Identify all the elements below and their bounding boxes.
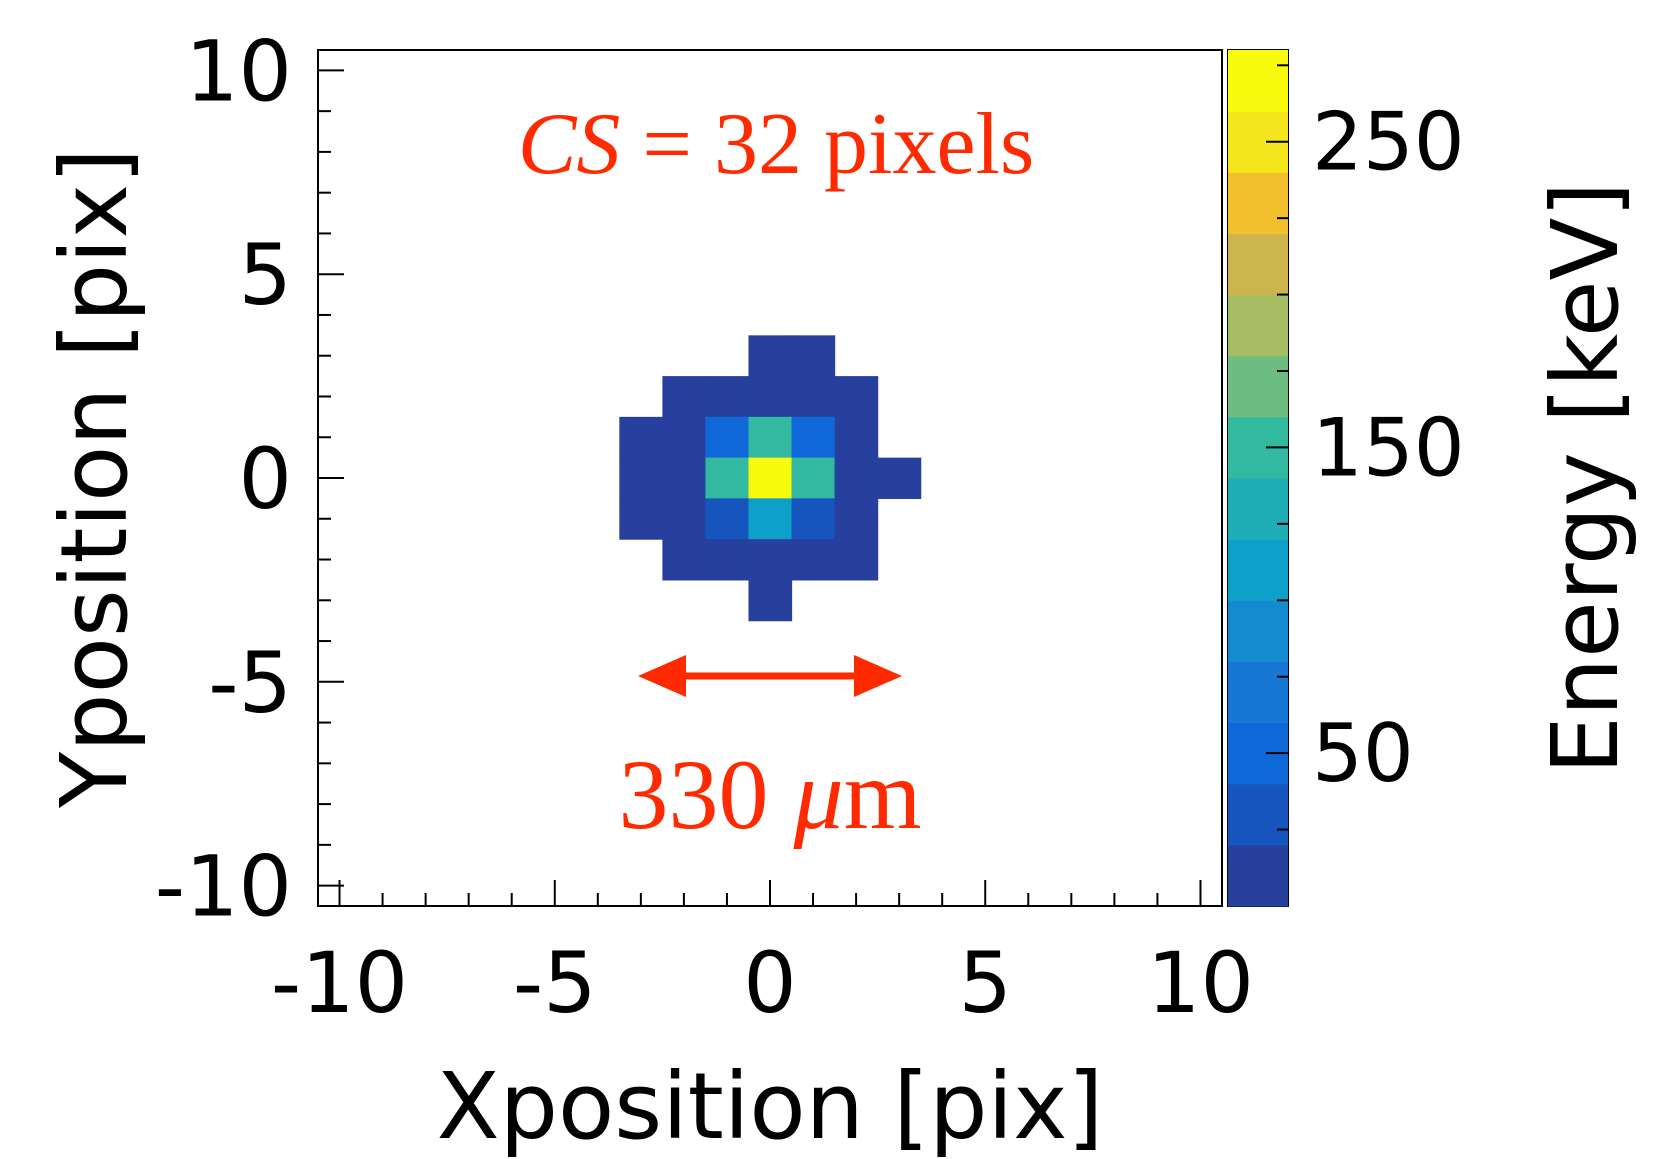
heatmap-cell	[662, 539, 707, 581]
colorbar-band	[1228, 172, 1288, 235]
heatmap-cell	[705, 416, 750, 459]
heatmap-cell	[619, 457, 663, 499]
size-unit-mu: μ	[793, 739, 844, 850]
x-tick-label: 10	[1147, 934, 1254, 1032]
x-tick-label: -5	[513, 934, 597, 1032]
heatmap-cell	[791, 335, 836, 377]
heatmap-cell	[791, 416, 836, 459]
colorbar-band	[1228, 844, 1288, 907]
heatmap-cell	[705, 498, 750, 540]
heatmap-cell	[748, 579, 793, 622]
cluster-size-annotation: CS = 32 pixels	[518, 96, 1035, 193]
heatmap-cell	[748, 335, 793, 377]
colorbar-tick-label: 50	[1312, 707, 1414, 800]
heatmap-cell	[791, 539, 836, 581]
size-number: 330	[619, 739, 794, 850]
heatmap-cell	[877, 457, 922, 499]
heatmap-cell	[748, 416, 793, 459]
heatmap-cell	[834, 457, 879, 499]
heatmap-cell	[662, 376, 707, 418]
colorbar-band	[1228, 783, 1288, 846]
size-arrow-left-head	[638, 655, 686, 697]
colorbar-band	[1228, 539, 1288, 601]
y-axis: -10 -5 0 5 10	[155, 22, 344, 936]
heatmap-cell	[748, 498, 793, 540]
y-tick-label: 5	[239, 226, 292, 324]
heatmap-cell	[662, 416, 707, 459]
heatmap-cell	[705, 376, 750, 418]
plot-area	[619, 335, 922, 622]
colorbar-band	[1228, 355, 1288, 418]
heatmap-cell	[619, 416, 663, 459]
heatmap-cell	[705, 457, 750, 499]
colorbar-band	[1228, 661, 1288, 724]
colorbar-band	[1228, 233, 1288, 296]
heatmap-cell	[662, 498, 707, 540]
heatmap-cell	[791, 457, 836, 499]
heatmap-cell	[748, 539, 793, 581]
size-arrow-right-head	[854, 655, 902, 697]
x-tick-label: 0	[743, 934, 796, 1032]
x-tick-label: 5	[959, 934, 1012, 1032]
colorbar-tick-label: 150	[1312, 401, 1465, 494]
y-tick-label: -5	[208, 634, 292, 732]
y-tick-label: 0	[239, 430, 292, 528]
x-axis: -10 -5 0 5 10	[271, 880, 1254, 1032]
heatmap-cell	[834, 416, 879, 459]
x-axis-label: Xposition [pix]	[437, 1053, 1104, 1159]
heatmap-cell	[619, 498, 663, 540]
size-unit-m: m	[844, 739, 922, 850]
colorbar-band	[1228, 294, 1288, 357]
y-axis-label: Yposition [pix]	[41, 148, 148, 809]
y-tick-label: -10	[155, 838, 292, 936]
colorbar-tick-label: 250	[1312, 96, 1465, 189]
size-annotation: 330 μm	[619, 739, 922, 850]
heatmap-cell	[791, 376, 836, 418]
colorbar-band	[1228, 50, 1288, 112]
colorbar-label: Energy [keV]	[1532, 182, 1639, 775]
heatmap-cell	[791, 498, 836, 540]
colorbar-band	[1228, 478, 1288, 540]
heatmap-cell	[662, 457, 707, 499]
heatmap-cell	[834, 498, 879, 540]
heatmap-cell	[748, 457, 793, 499]
heatmap-cell	[705, 539, 750, 581]
colorbar-axis: 50 150 250	[1228, 50, 1465, 907]
size-arrow	[638, 655, 902, 697]
heatmap-cell	[748, 376, 793, 418]
cluster-size-value: = 32 pixels	[620, 96, 1034, 193]
heatmap-cell	[834, 539, 879, 581]
colorbar-band	[1228, 600, 1288, 663]
heatmap-cell	[834, 376, 879, 418]
cluster-size-label: CS	[518, 96, 621, 193]
y-tick-label: 10	[185, 22, 292, 120]
x-tick-label: -10	[271, 934, 408, 1032]
